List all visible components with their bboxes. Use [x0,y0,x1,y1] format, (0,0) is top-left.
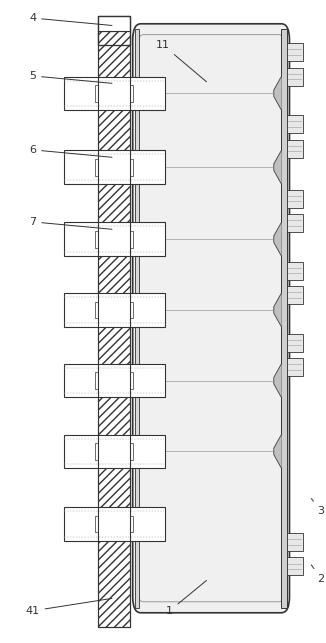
Bar [95,302,98,318]
Bar [98,222,130,256]
Bar [98,150,130,184]
Bar [98,16,130,30]
FancyBboxPatch shape [133,24,289,613]
Bar [98,16,130,627]
Bar [64,222,165,256]
Bar [95,516,98,532]
Text: 4: 4 [29,13,112,26]
Bar [281,29,287,608]
Polygon shape [274,77,281,109]
Bar [98,30,130,45]
Bar [287,140,303,158]
Bar [95,231,98,248]
Bar [130,443,133,460]
Bar [98,16,130,627]
Bar [287,214,303,232]
Bar [135,29,139,608]
Text: 3: 3 [311,498,325,516]
Bar [287,557,303,575]
Bar [287,190,303,208]
Text: 2: 2 [311,565,325,584]
Text: 11: 11 [156,40,206,82]
Bar [287,115,303,133]
Bar [64,435,165,468]
Bar [287,43,303,61]
Polygon shape [274,365,281,397]
Bar [64,364,165,397]
Bar [130,302,133,318]
Bar [95,372,98,389]
Bar [95,443,98,460]
Bar [64,150,165,184]
Bar [287,262,303,280]
Polygon shape [274,294,281,326]
Bar [130,516,133,532]
Bar [98,364,130,397]
Bar [287,334,303,352]
Bar [98,293,130,327]
Bar [287,358,303,376]
Bar [130,85,133,102]
Bar [64,507,165,541]
Text: 7: 7 [29,217,112,230]
Text: 1: 1 [166,581,206,616]
Bar [287,533,303,551]
Bar [130,231,133,248]
Bar [98,16,130,45]
Text: 41: 41 [25,599,112,616]
Bar [287,68,303,86]
Bar [98,77,130,110]
Bar [64,77,165,110]
Bar [98,507,130,541]
Polygon shape [274,223,281,255]
Bar [287,286,303,304]
Bar [98,16,130,45]
Polygon shape [274,151,281,183]
Polygon shape [274,435,281,467]
Bar [95,159,98,176]
Bar [130,372,133,389]
Bar [95,85,98,102]
Bar [130,159,133,176]
Text: 6: 6 [29,145,112,158]
Text: 5: 5 [29,71,112,84]
Bar [64,293,165,327]
Bar [98,435,130,468]
